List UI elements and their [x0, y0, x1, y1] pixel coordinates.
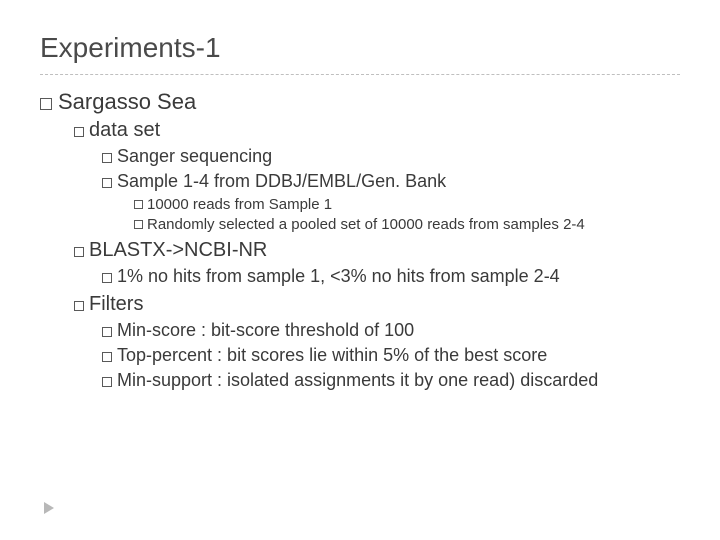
bullet-data-set: data set — [74, 119, 680, 142]
square-bullet-icon — [102, 178, 112, 188]
bullet-text: Min-score : bit-score threshold of 100 — [117, 320, 414, 340]
bullet-sample: Sample 1-4 from DDBJ/EMBL/Gen. Bank — [102, 171, 680, 192]
bullet-text: BLASTX->NCBI-NR — [89, 239, 267, 261]
bullet-text: Randomly selected a pooled set of 10000 … — [147, 216, 585, 233]
square-bullet-icon — [102, 153, 112, 163]
bullet-sargasso: Sargasso Sea — [40, 89, 680, 115]
square-bullet-icon — [40, 98, 52, 110]
square-bullet-icon — [74, 247, 84, 257]
bullet-pooled: Randomly selected a pooled set of 10000 … — [134, 216, 680, 233]
square-bullet-icon — [74, 127, 84, 137]
square-bullet-icon — [134, 200, 143, 209]
bullet-sanger: Sanger sequencing — [102, 146, 680, 167]
slide-title: Experiments-1 — [40, 32, 680, 64]
bullet-text: data set — [89, 119, 160, 141]
bullet-text: 1% no hits from sample 1, <3% no hits fr… — [117, 266, 560, 286]
square-bullet-icon — [102, 352, 112, 362]
bullet-reads: 10000 reads from Sample 1 — [134, 196, 680, 213]
square-bullet-icon — [74, 301, 84, 311]
bullet-onepct: 1% no hits from sample 1, <3% no hits fr… — [102, 266, 680, 287]
bullet-text: Filters — [89, 293, 143, 315]
bullet-text: Top-percent : bit scores lie within 5% o… — [117, 345, 547, 365]
square-bullet-icon — [102, 377, 112, 387]
bullet-blastx: BLASTX->NCBI-NR — [74, 239, 680, 262]
slide: Experiments-1 Sargasso Sea data set Sang… — [0, 0, 720, 540]
bullet-minsupport: Min-support : isolated assignments it by… — [102, 370, 680, 391]
bullet-text: Sample 1-4 from DDBJ/EMBL/Gen. Bank — [117, 171, 446, 191]
title-divider — [40, 74, 680, 75]
square-bullet-icon — [134, 220, 143, 229]
square-bullet-icon — [102, 273, 112, 283]
bullet-filters: Filters — [74, 293, 680, 316]
bullet-text: Sanger sequencing — [117, 146, 272, 166]
arrow-icon — [44, 502, 54, 514]
bullet-text: Min-support : isolated assignments it by… — [117, 370, 598, 390]
bullet-toppercent: Top-percent : bit scores lie within 5% o… — [102, 345, 680, 366]
square-bullet-icon — [102, 327, 112, 337]
bullet-text: 10000 reads from Sample 1 — [147, 196, 332, 213]
bullet-text: Sargasso Sea — [58, 89, 196, 114]
bullet-minscore: Min-score : bit-score threshold of 100 — [102, 320, 680, 341]
